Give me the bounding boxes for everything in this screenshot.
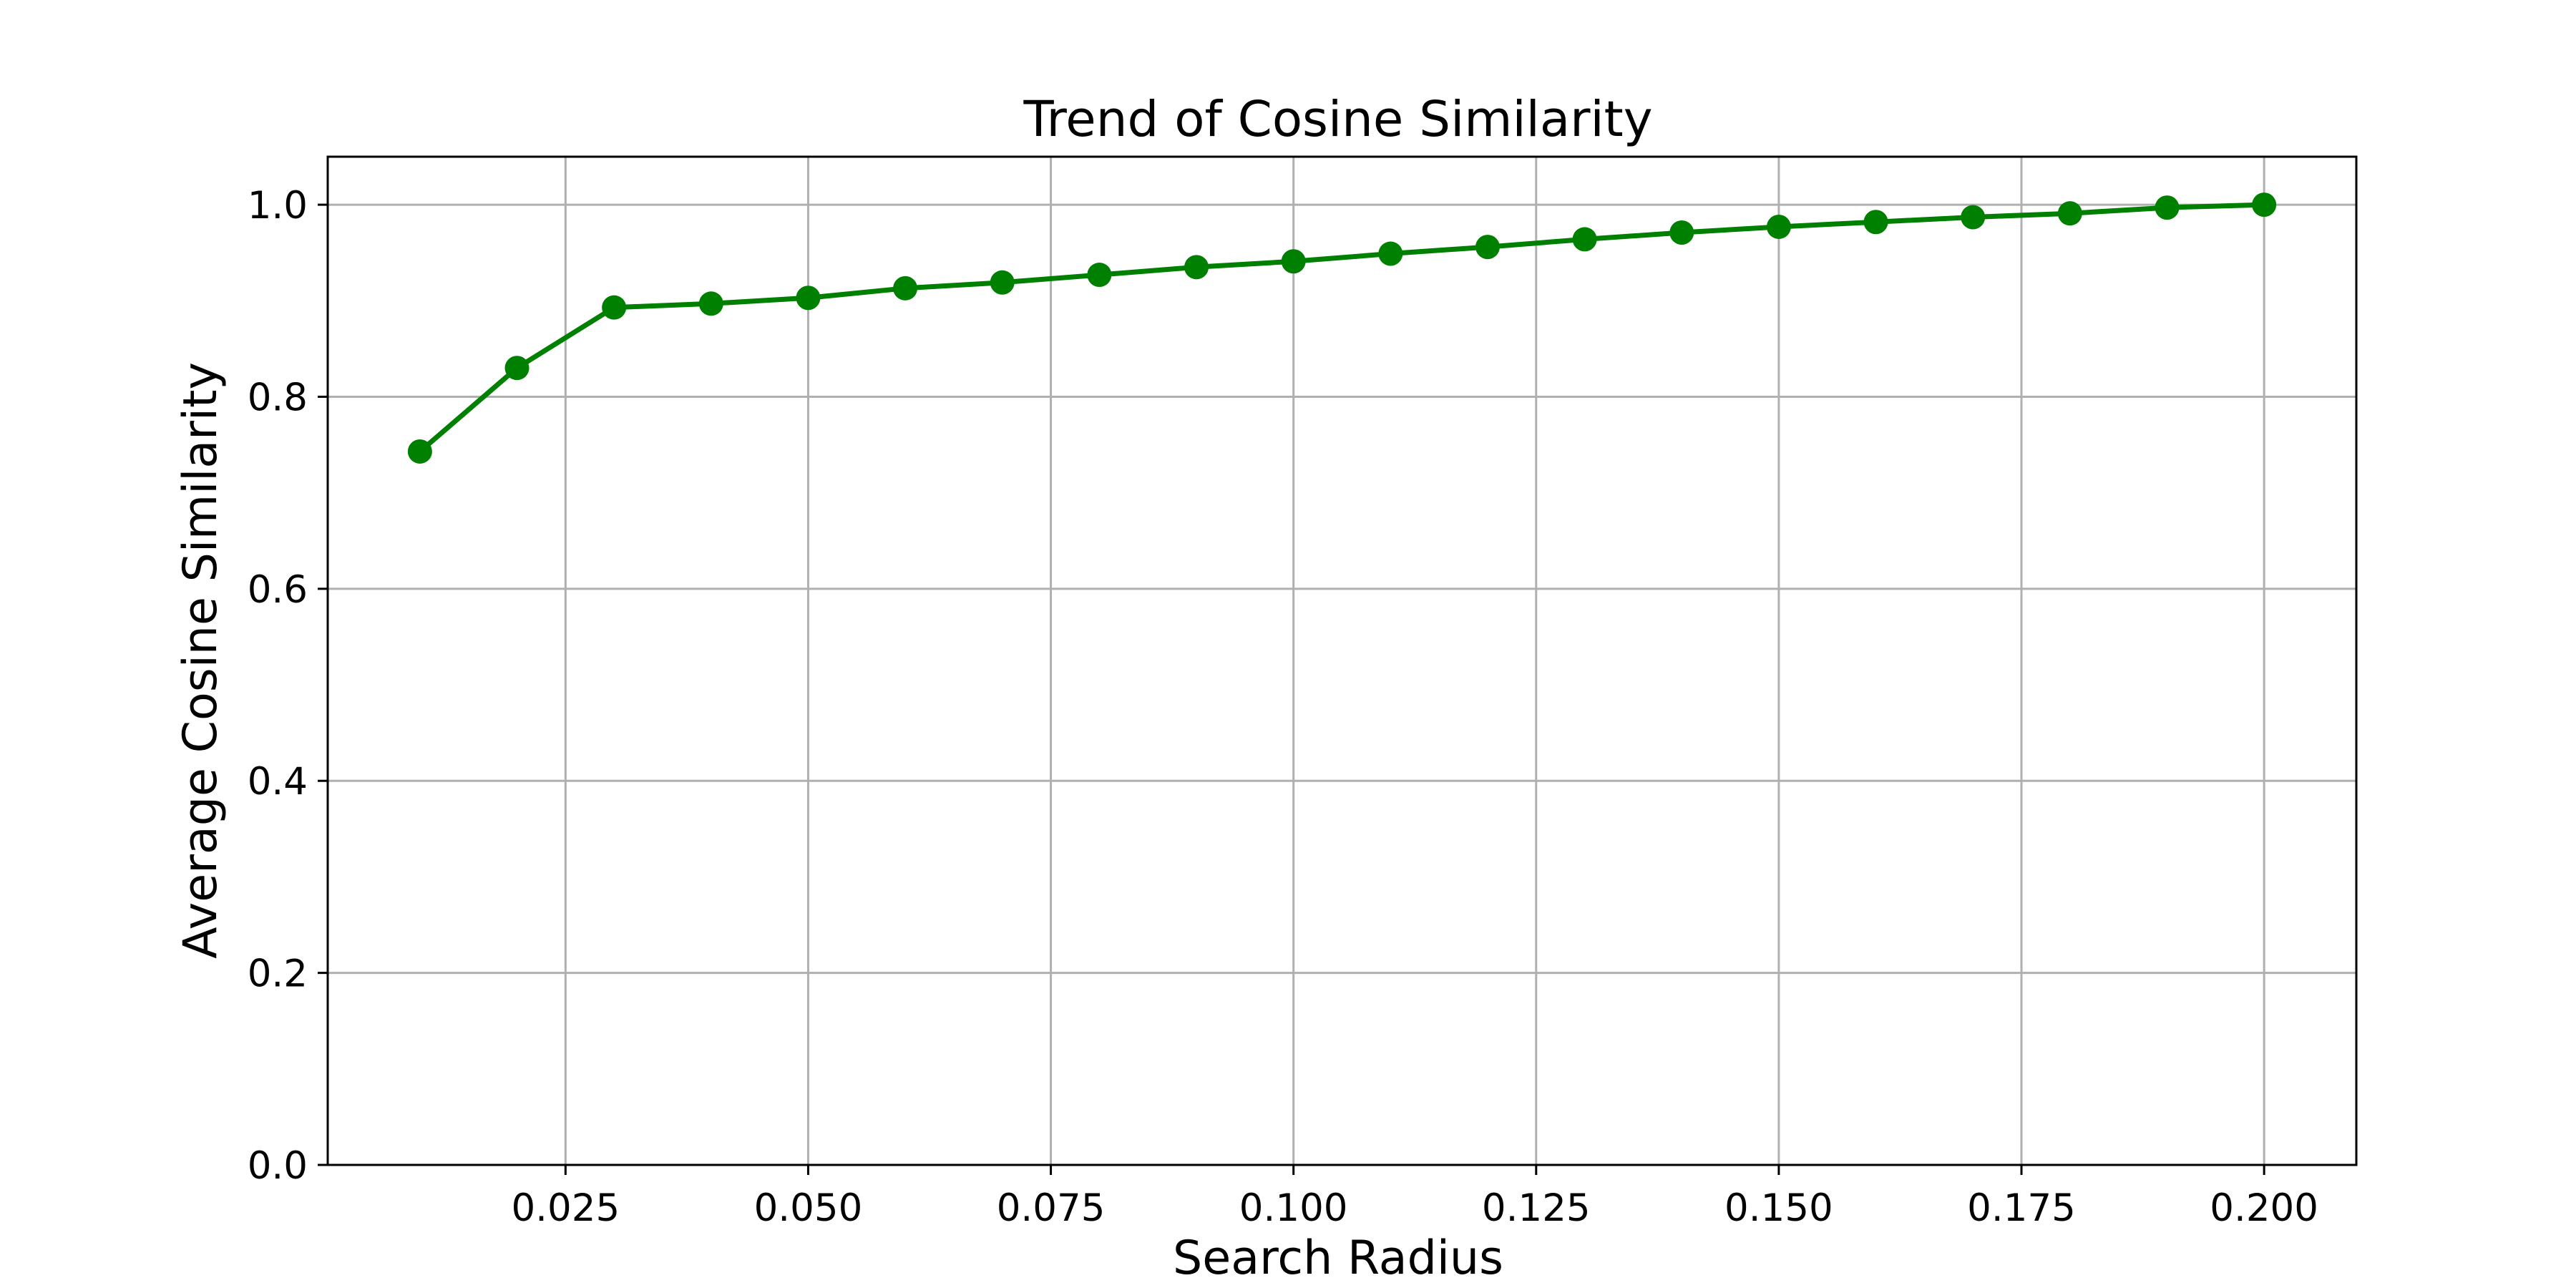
data-point: [1378, 241, 1403, 266]
x-axis-label: Search Radius: [1173, 1231, 1503, 1285]
y-tick-label: 0.6: [248, 568, 308, 612]
data-point: [698, 291, 723, 316]
data-point: [1863, 210, 1888, 235]
data-point: [1475, 235, 1500, 260]
data-point: [407, 439, 432, 464]
data-point: [990, 270, 1015, 295]
data-point: [2252, 192, 2277, 218]
data-point: [1961, 205, 1986, 230]
x-tick-label: 0.125: [1482, 1186, 1591, 1230]
y-axis-label: Average Cosine Similarity: [174, 362, 228, 959]
plot-frame: [326, 155, 2358, 1166]
y-tick-label: 1.0: [248, 184, 308, 228]
x-tick-label: 0.175: [1967, 1186, 2076, 1230]
data-point: [893, 275, 918, 301]
data-point: [796, 286, 821, 311]
data-point: [1766, 214, 1791, 239]
series-line: [417, 202, 2267, 454]
y-tick-label: 0.4: [248, 760, 308, 804]
chart-title: Trend of Cosine Similarity: [1023, 91, 1652, 148]
data-point: [1572, 227, 1597, 252]
data-point: [2155, 195, 2180, 220]
grid: [328, 157, 2356, 1166]
x-tick-label: 0.100: [1239, 1186, 1348, 1230]
y-tick-label: 0.8: [248, 376, 308, 419]
y-tick-label: 0.0: [248, 1144, 308, 1188]
x-tick-label: 0.150: [1724, 1186, 1833, 1230]
x-tick-label: 0.025: [511, 1186, 620, 1230]
y-tick-label: 0.2: [248, 952, 308, 996]
data-point: [602, 295, 627, 320]
x-tick-label: 0.075: [997, 1186, 1106, 1230]
data-point: [1184, 255, 1209, 280]
series-layer: [407, 192, 2277, 464]
x-tick-label: 0.050: [754, 1186, 863, 1230]
data-point: [504, 356, 530, 381]
data-point: [1669, 220, 1694, 245]
ticks: 0.025 0.050 0.075 0.100 0.125 0.150 0.175 0.200…: [248, 184, 2318, 1230]
data-point: [1281, 249, 1306, 274]
x-tick-label: 0.200: [2210, 1186, 2318, 1230]
data-point: [1087, 263, 1112, 288]
data-point: [2057, 201, 2082, 226]
